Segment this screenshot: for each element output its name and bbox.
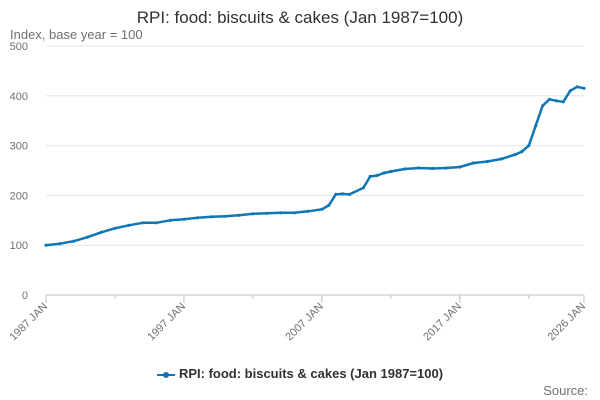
data-point [575, 85, 579, 89]
data-point [58, 242, 62, 246]
data-point [182, 217, 186, 221]
data-point [375, 173, 379, 178]
data-point [327, 203, 331, 207]
y-tick-label: 500 [10, 41, 28, 53]
data-point [534, 124, 538, 128]
data-point [389, 169, 393, 174]
data-point [430, 166, 434, 171]
x-tick-label: 2017 JAN [421, 301, 464, 344]
data-point [341, 192, 345, 196]
axes [45, 294, 585, 303]
data-point [444, 166, 448, 170]
data-point [72, 239, 76, 243]
y-tick-label: 200 [10, 190, 28, 202]
data-point [99, 230, 103, 234]
data-point [265, 211, 269, 215]
data-point [320, 207, 324, 211]
data-point [403, 167, 407, 171]
data-point [209, 215, 214, 219]
data-point [472, 161, 476, 165]
data-point [278, 211, 283, 215]
y-tick-label: 300 [10, 141, 28, 153]
data-point [527, 144, 531, 148]
data-point [561, 100, 565, 104]
data-point [458, 165, 462, 169]
data-point [292, 211, 296, 215]
tick-labels: 0 100 200 300 400 500 1987 JAN 1997 JAN 2007 JAN… [7, 41, 588, 343]
source-label: Source: [543, 383, 588, 398]
data-point [520, 150, 524, 154]
series-layer [44, 85, 586, 247]
x-tick-label: 2026 JAN [545, 301, 588, 344]
chart-title: RPI: food: biscuits & cakes (Jan 1987=10… [136, 8, 464, 27]
data-point [347, 192, 352, 196]
x-tick-label: 1997 JAN [145, 301, 188, 344]
x-tick-label: 2007 JAN [283, 301, 326, 344]
legend[interactable]: RPI: food: biscuits & cakes (Jan 1987=10… [0, 366, 600, 381]
y-axis-label: Index, base year = 100 [10, 27, 143, 42]
data-point [168, 218, 172, 222]
data-point [223, 214, 227, 218]
data-point [334, 192, 338, 196]
data-point [568, 89, 572, 93]
x-tick-label: 1987 JAN [7, 301, 50, 344]
data-point [541, 104, 545, 108]
y-tick-label: 400 [10, 91, 28, 103]
y-tick-label: 0 [22, 290, 28, 302]
data-point [547, 97, 552, 101]
data-point [127, 223, 131, 227]
data-point [361, 186, 365, 190]
data-point [141, 221, 145, 225]
data-point [554, 99, 559, 103]
data-point [44, 243, 48, 247]
legend-swatch [156, 371, 175, 379]
data-point [485, 159, 489, 164]
legend-label: RPI: food: biscuits & cakes (Jan 1987=10… [178, 366, 444, 381]
grid [46, 45, 584, 246]
data-point [382, 171, 386, 175]
y-tick-label: 100 [10, 240, 28, 252]
data-point [113, 226, 117, 230]
data-point [368, 174, 372, 179]
data-point [237, 213, 241, 217]
data-point [582, 86, 586, 90]
data-point [251, 212, 255, 216]
data-point [513, 153, 517, 157]
series-line [44, 85, 586, 247]
data-point [499, 157, 503, 161]
data-point [196, 216, 200, 220]
data-point [154, 221, 158, 225]
data-point [85, 235, 89, 239]
data-point [416, 166, 421, 170]
data-point [306, 209, 310, 213]
